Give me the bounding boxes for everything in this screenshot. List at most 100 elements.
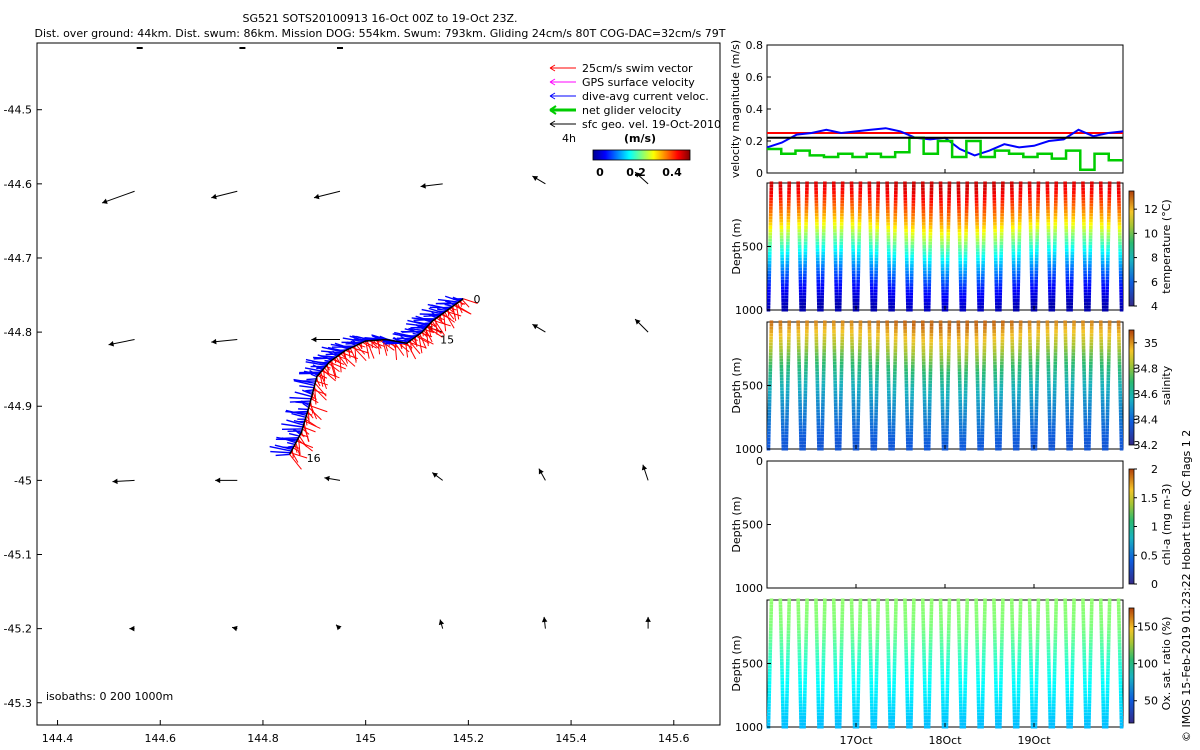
profile-point	[767, 289, 771, 293]
profile-point	[1119, 298, 1124, 302]
profile-point	[992, 216, 997, 220]
profile-point	[958, 684, 963, 688]
profile-point	[946, 355, 951, 359]
swim-vector	[449, 308, 454, 313]
profile-point	[1119, 308, 1124, 312]
profile-point	[887, 251, 891, 255]
profile-point	[928, 665, 932, 669]
profile-point	[796, 326, 801, 330]
profile-point	[767, 396, 772, 400]
profile-point	[769, 203, 773, 207]
profile-point	[958, 687, 963, 691]
profile-point	[1089, 326, 1094, 330]
profile-point	[983, 326, 987, 330]
profile-point	[976, 677, 980, 681]
profile-point	[867, 197, 872, 201]
profile-point	[1066, 437, 1070, 441]
profile-point	[962, 441, 967, 445]
current-vector	[298, 408, 309, 411]
profile-point	[855, 295, 860, 299]
profile-point	[1048, 298, 1052, 302]
profile-point	[905, 687, 909, 691]
profile-point	[1016, 696, 1021, 700]
profile-point	[905, 298, 910, 302]
profile-point	[976, 267, 980, 271]
profile-point	[1029, 267, 1034, 271]
profile-point	[817, 302, 821, 306]
profile-point	[1116, 323, 1121, 327]
profile-point	[1027, 320, 1032, 324]
profile-point	[1035, 229, 1040, 233]
profile-point	[922, 241, 926, 245]
profile-point	[909, 418, 914, 422]
profile-point	[993, 652, 998, 656]
profile-point	[766, 722, 771, 726]
profile-point	[803, 251, 808, 255]
profile-point	[821, 245, 826, 248]
profile-point	[944, 298, 949, 302]
profile-point	[1028, 342, 1032, 346]
profile-point	[838, 425, 842, 429]
profile-point	[780, 283, 785, 287]
profile-point	[1117, 342, 1121, 346]
map-y-tick-label: -45.2	[4, 623, 32, 636]
profile-point	[1000, 611, 1005, 615]
profile-point	[869, 264, 874, 268]
profile-point	[1071, 216, 1076, 220]
profile-point	[964, 342, 969, 346]
profile-point	[1048, 447, 1053, 451]
profile-point	[963, 412, 967, 416]
profile-point	[945, 273, 950, 277]
profile-point	[998, 298, 1002, 302]
profile-point	[822, 342, 827, 346]
profile-point	[833, 399, 838, 403]
profile-point	[903, 611, 908, 615]
profile-point	[946, 374, 950, 378]
profile-point	[852, 298, 857, 302]
profile-point	[769, 342, 773, 346]
profile-point	[945, 684, 950, 688]
profile-point	[963, 677, 968, 681]
profile-point	[851, 677, 856, 681]
profile-point	[823, 181, 827, 185]
profile-point	[921, 330, 925, 334]
profile-point	[964, 210, 969, 214]
profile-point	[787, 611, 791, 615]
profile-point	[922, 668, 927, 672]
profile-point	[834, 422, 838, 426]
geostrophic-arrowhead	[532, 324, 539, 330]
profile-point	[1011, 677, 1016, 681]
profile-point	[769, 326, 774, 330]
profile-point	[939, 229, 944, 233]
profile-point	[976, 687, 981, 691]
profile-point	[909, 305, 913, 309]
profile-point	[893, 364, 897, 368]
profile-point	[1083, 409, 1087, 413]
profile-point	[874, 283, 878, 287]
profile-point	[850, 203, 854, 207]
profile-point	[804, 617, 809, 621]
profile-point	[779, 203, 783, 207]
profile-point	[941, 302, 946, 306]
profile-point	[1018, 617, 1022, 621]
profile-point	[1106, 390, 1110, 394]
profile-point	[805, 320, 809, 324]
profile-point	[1064, 235, 1069, 239]
map-colorbar-tick-0: 0	[596, 166, 604, 179]
profile-point	[1017, 364, 1022, 368]
profile-point	[976, 693, 981, 697]
profile-point	[957, 358, 962, 362]
profile-point	[799, 437, 803, 441]
profile-point	[887, 254, 891, 258]
profile-point	[957, 241, 962, 245]
profile-point	[850, 225, 855, 229]
profile-point	[1047, 418, 1052, 422]
profile-point	[802, 302, 806, 306]
profile-point	[798, 696, 803, 700]
profile-point	[923, 273, 927, 277]
profile-point	[1010, 203, 1015, 207]
profile-point	[840, 330, 845, 334]
profile-point	[787, 197, 791, 201]
profile-point	[993, 222, 997, 226]
profile-point	[1000, 222, 1004, 226]
